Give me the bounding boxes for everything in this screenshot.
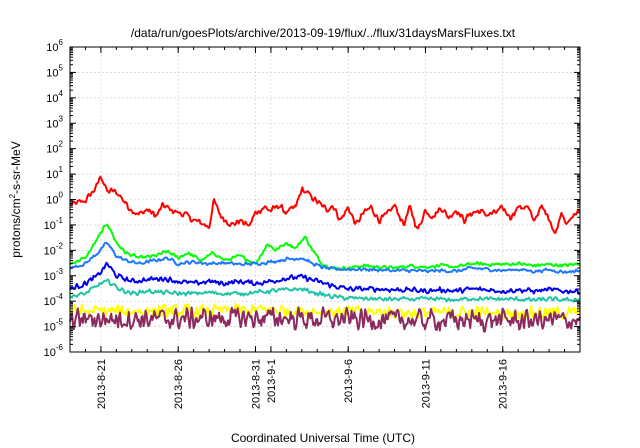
y-tick-base: 10: [44, 347, 56, 359]
y-tick-exponent: -3: [56, 267, 64, 276]
y-tick-exponent: 2: [59, 140, 64, 149]
y-tick-base: 10: [46, 195, 58, 207]
y-tick-label: 101: [46, 165, 63, 181]
data-series: [69, 175, 581, 333]
series-line-5: [69, 278, 581, 303]
y-axis-label-base: protons/cm: [9, 198, 23, 257]
y-tick-exponent: -5: [56, 318, 64, 327]
chart-title: /data/run/goesPlots/archive/2013-09-19/f…: [131, 26, 516, 40]
y-tick-label: 100: [46, 191, 63, 207]
y-tick-exponent: 0: [59, 191, 64, 200]
y-tick-exponent: -1: [56, 216, 64, 225]
tick-marks: [70, 46, 580, 353]
y-axis-label: protons/cm2-s-sr-MeV: [8, 141, 23, 257]
y-tick-exponent: 1: [59, 165, 64, 174]
y-tick-exponent: 4: [59, 89, 64, 98]
y-tick-label: 10-6: [44, 343, 64, 359]
series-line-1: [69, 175, 581, 234]
y-tick-label: 104: [46, 89, 63, 105]
x-tick-label: 2013-9-16: [498, 359, 510, 409]
grid-lines: [70, 47, 580, 352]
y-tick-base: 10: [44, 296, 56, 308]
y-tick-label: 10-2: [44, 241, 64, 257]
y-tick-label: 10-4: [44, 292, 64, 308]
y-tick-base: 10: [46, 67, 58, 79]
y-tick-base: 10: [44, 220, 56, 232]
y-tick-base: 10: [46, 42, 58, 54]
y-tick-base: 10: [44, 322, 56, 334]
y-tick-label: 10-3: [44, 267, 64, 283]
y-tick-exponent: -4: [56, 292, 64, 301]
x-tick-label: 2013-9-1: [266, 359, 278, 403]
y-tick-exponent: 3: [59, 114, 64, 123]
y-axis-label-sup: 2: [8, 193, 17, 198]
x-tick-label: 2013-9-6: [343, 359, 355, 403]
series-line-3: [69, 241, 581, 274]
y-tick-label: 105: [46, 63, 63, 79]
y-tick-base: 10: [46, 144, 58, 156]
y-tick-exponent: 6: [59, 38, 64, 47]
y-tick-label: 102: [46, 140, 63, 156]
x-tick-label: 2013-8-31: [250, 359, 262, 409]
y-tick-base: 10: [46, 93, 58, 105]
y-tick-exponent: 5: [59, 63, 64, 72]
y-tick-base: 10: [46, 118, 58, 130]
y-tick-base: 10: [46, 169, 58, 181]
x-axis-label: Coordinated Universal Time (UTC): [231, 431, 415, 445]
x-tick-labels: 2013-8-21 2013-8-26 2013-8-31 2013-9-1 2013-…: [96, 359, 510, 409]
y-tick-exponent: -2: [56, 241, 64, 250]
series-line-2: [69, 223, 581, 271]
y-tick-label: 106: [46, 38, 63, 54]
x-tick-label: 2013-8-21: [96, 359, 108, 409]
y-tick-base: 10: [44, 245, 56, 257]
x-tick-label: 2013-9-11: [420, 359, 432, 408]
y-tick-label: 10-1: [44, 216, 64, 232]
y-axis-label-rest: -s-sr-MeV: [9, 141, 23, 194]
y-tick-labels: 10-610-510-410-310-210-11001011021031041…: [44, 38, 64, 359]
series-line-7: [69, 306, 581, 333]
y-tick-label: 10-5: [44, 318, 64, 334]
x-tick-label: 2013-8-26: [173, 359, 185, 409]
y-tick-base: 10: [44, 271, 56, 283]
y-tick-exponent: -6: [56, 343, 64, 352]
y-tick-label: 103: [46, 114, 63, 130]
series-line-4: [69, 261, 581, 295]
